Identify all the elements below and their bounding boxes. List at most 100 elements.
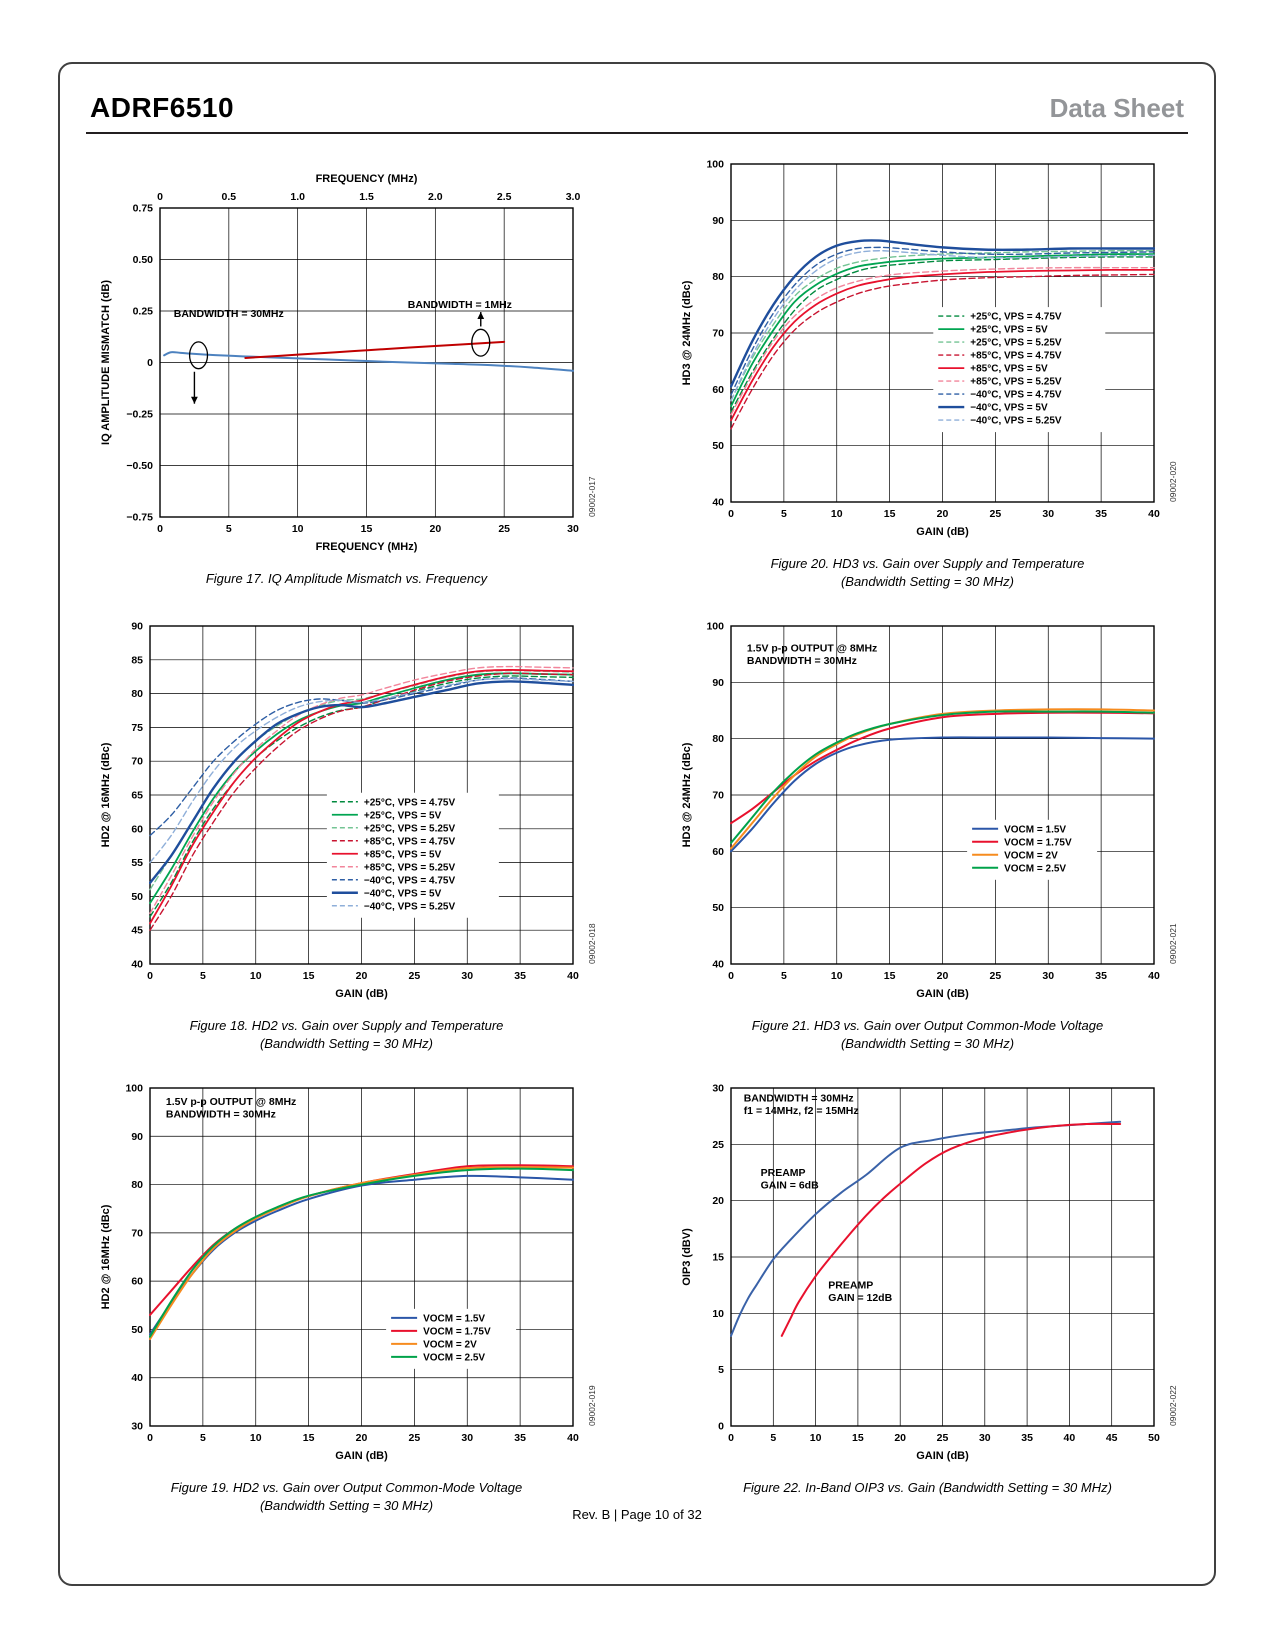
svg-text:3.0: 3.0	[566, 191, 581, 203]
svg-text:2.0: 2.0	[428, 191, 443, 203]
svg-text:40: 40	[131, 1372, 143, 1384]
svg-text:−0.75: −0.75	[126, 512, 153, 524]
svg-text:5: 5	[770, 1432, 776, 1444]
hd2-gain-supply-temperature-chart: 0 5 10 15 20 25 30 35 40 40 45 50 55 60 65 70 75 80 85 90 GA…	[100, 621, 597, 1001]
svg-text:BANDWIDTH = 30MHz: BANDWIDTH = 30MHz	[747, 655, 857, 667]
svg-text:80: 80	[712, 271, 724, 283]
caption-line: Figure 20. HD3 vs. Gain over Supply and …	[770, 556, 1085, 571]
svg-text:80: 80	[131, 1179, 143, 1191]
part-number-title: ADRF6510	[90, 92, 235, 123]
svg-text:+85°C, VPS = 4.75V: +85°C, VPS = 4.75V	[970, 351, 1062, 362]
svg-text:40: 40	[1148, 508, 1160, 520]
hd3-gain-supply-temperature-chart: 0 5 10 15 20 25 30 35 40 40 50 60 70 80 90 100 GAIN (dB)…	[681, 159, 1178, 539]
svg-text:10: 10	[712, 1308, 724, 1320]
svg-text:70: 70	[712, 790, 724, 802]
svg-text:PREAMP: PREAMP	[828, 1280, 873, 1292]
svg-text:100: 100	[706, 159, 724, 171]
svg-text:+25°C, VPS = 4.75V: +25°C, VPS = 4.75V	[970, 312, 1062, 323]
svg-text:0: 0	[728, 970, 734, 982]
svg-text:60: 60	[131, 823, 143, 835]
svg-text:65: 65	[131, 790, 143, 802]
svg-text:−0.50: −0.50	[126, 460, 153, 472]
svg-text:1.5V p-p OUTPUT @ 8MHz: 1.5V p-p OUTPUT @ 8MHz	[166, 1096, 296, 1108]
hd3-gain-vocm-chart: 0 5 10 15 20 25 30 35 40 40 50 60 70 80 90 100 GAIN (dB)…	[681, 621, 1178, 1001]
svg-text:BANDWIDTH = 30MHz: BANDWIDTH = 30MHz	[166, 1109, 276, 1121]
svg-text:45: 45	[131, 925, 143, 937]
svg-text:70: 70	[131, 1228, 143, 1240]
caption-line: Figure 21. HD3 vs. Gain over Output Comm…	[751, 1018, 1104, 1034]
svg-text:09002-020: 09002-020	[1168, 461, 1178, 502]
svg-text:−40°C, VPS = 5V: −40°C, VPS = 5V	[970, 403, 1048, 414]
svg-text:−40°C, VPS = 5.25V: −40°C, VPS = 5.25V	[970, 416, 1062, 427]
svg-text:15: 15	[884, 970, 896, 982]
svg-text:40: 40	[712, 959, 724, 971]
svg-text:70: 70	[712, 328, 724, 340]
figure-17: 0 5 10 15 20 25 30 −0.75 −0.50 −0.25 0 0.25 0.50 0.75…	[94, 150, 599, 588]
svg-text:09002-021: 09002-021	[1168, 923, 1178, 964]
svg-text:0: 0	[718, 1421, 724, 1433]
iq-amplitude-mismatch-chart: 0 5 10 15 20 25 30−0.75−0.50−0.2500.250.500.75…	[100, 173, 597, 553]
figure-21-caption: Figure 21. HD3 vs. Gain over Output Comm…	[752, 1017, 1103, 1052]
header: ADRF6510 Data Sheet	[86, 86, 1188, 130]
svg-text:15: 15	[712, 1252, 724, 1264]
svg-text:25: 25	[409, 970, 421, 982]
svg-text:5: 5	[200, 1432, 206, 1444]
svg-text:10: 10	[250, 970, 262, 982]
svg-text:90: 90	[131, 1131, 143, 1143]
svg-text:09002-017: 09002-017	[587, 476, 597, 517]
svg-text:30: 30	[461, 970, 473, 982]
svg-text:BANDWIDTH = 30MHz: BANDWIDTH = 30MHz	[174, 308, 284, 320]
svg-text:90: 90	[712, 215, 724, 227]
svg-text:25: 25	[990, 970, 1002, 982]
svg-text:0: 0	[157, 191, 163, 203]
svg-text:HD2 @ 16MHz (dBc): HD2 @ 16MHz (dBc)	[100, 1204, 112, 1309]
figure-22: 0 5 10 15 20 25 30 35 40 45 50 0 5 10 15 20 25 30 GAIN (dB…	[675, 1074, 1180, 1497]
svg-text:GAIN (dB): GAIN (dB)	[916, 1450, 969, 1462]
svg-text:5: 5	[718, 1364, 724, 1376]
page-footer: Rev. B | Page 10 of 32	[572, 1507, 702, 1522]
svg-text:2.5: 2.5	[497, 191, 512, 203]
svg-text:35: 35	[1021, 1432, 1033, 1444]
svg-text:30: 30	[712, 1083, 724, 1095]
svg-text:20: 20	[356, 970, 368, 982]
svg-text:20: 20	[894, 1432, 906, 1444]
svg-text:35: 35	[1095, 970, 1107, 982]
svg-text:IQ AMPLITUDE MISMATCH (dB): IQ AMPLITUDE MISMATCH (dB)	[100, 280, 112, 445]
svg-text:1.5: 1.5	[359, 191, 374, 203]
svg-text:+25°C, VPS = 5.25V: +25°C, VPS = 5.25V	[364, 823, 456, 834]
svg-text:GAIN (dB): GAIN (dB)	[916, 526, 969, 538]
svg-text:30: 30	[1042, 970, 1054, 982]
figure-17-caption: Figure 17. IQ Amplitude Mismatch vs. Fre…	[206, 570, 487, 588]
svg-text:VOCM = 1.75V: VOCM = 1.75V	[423, 1327, 491, 1338]
svg-text:35: 35	[514, 970, 526, 982]
svg-text:5: 5	[781, 970, 787, 982]
svg-text:+85°C, VPS = 5.25V: +85°C, VPS = 5.25V	[970, 377, 1062, 388]
svg-text:15: 15	[303, 970, 315, 982]
caption-line: (Bandwidth Setting = 30 MHz)	[259, 1035, 434, 1051]
figure-19: 0 5 10 15 20 25 30 35 40 30 40 50 60 70 80 90 100 GAIN (d…	[94, 1074, 599, 1514]
svg-text:f1 = 14MHz, f2 = 15MHz: f1 = 14MHz, f2 = 15MHz	[744, 1105, 859, 1117]
svg-text:0: 0	[728, 508, 734, 520]
svg-text:1.5V p-p OUTPUT @ 8MHz: 1.5V p-p OUTPUT @ 8MHz	[747, 642, 877, 654]
svg-text:20: 20	[429, 523, 441, 535]
caption-line: (Bandwidth Setting = 30 MHz)	[840, 1035, 1015, 1051]
svg-text:VOCM = 1.5V: VOCM = 1.5V	[423, 1314, 485, 1325]
figure-22-caption: Figure 22. In-Band OIP3 vs. Gain (Bandwi…	[743, 1479, 1112, 1497]
svg-text:0.5: 0.5	[222, 191, 237, 203]
svg-text:15: 15	[852, 1432, 864, 1444]
svg-text:+25°C, VPS = 5V: +25°C, VPS = 5V	[364, 810, 442, 821]
svg-text:10: 10	[831, 508, 843, 520]
svg-text:+85°C, VPS = 5V: +85°C, VPS = 5V	[970, 364, 1048, 375]
svg-text:GAIN (dB): GAIN (dB)	[335, 988, 388, 1000]
svg-text:25: 25	[498, 523, 510, 535]
svg-text:35: 35	[1095, 508, 1107, 520]
caption-line: (Bandwidth Setting = 30 MHz)	[259, 1497, 434, 1513]
svg-text:25: 25	[409, 1432, 421, 1444]
svg-text:60: 60	[712, 384, 724, 396]
svg-text:GAIN (dB): GAIN (dB)	[335, 1450, 388, 1462]
svg-text:VOCM = 2.5V: VOCM = 2.5V	[1004, 863, 1066, 874]
svg-text:30: 30	[131, 1421, 143, 1433]
figure-19-caption: Figure 19. HD2 vs. Gain over Output Comm…	[171, 1479, 522, 1514]
svg-text:+85°C, VPS = 5.25V: +85°C, VPS = 5.25V	[364, 862, 456, 873]
svg-text:GAIN = 6dB: GAIN = 6dB	[761, 1180, 819, 1192]
